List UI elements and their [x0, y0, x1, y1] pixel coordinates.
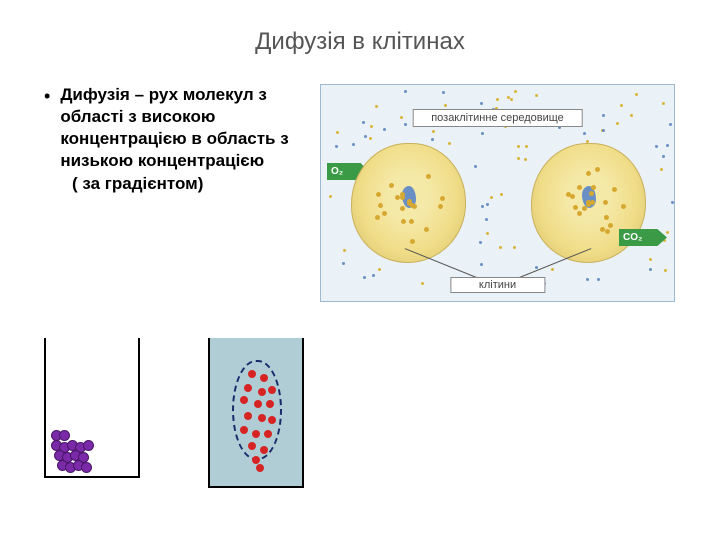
- co2-arrow-icon: CO₂: [619, 229, 667, 246]
- definition-block: • Дифузія – рух молекул з області з висо…: [0, 84, 320, 302]
- cell-left: [351, 143, 466, 263]
- beaker-diffusing: [208, 338, 304, 488]
- environment-label: позаклітинне середовище: [412, 109, 583, 127]
- beaker-row: [44, 338, 304, 488]
- cell-diagram-block: позаклітинне середовище O₂ CO₂ клітини: [320, 84, 700, 302]
- definition-text: Дифузія – рух молекул з області з високо…: [60, 84, 320, 172]
- page-title: Дифузія в клітинах: [0, 0, 720, 56]
- membrane-outline: [232, 360, 282, 460]
- bullet-icon: •: [44, 86, 50, 107]
- cell-diagram: позаклітинне середовище O₂ CO₂ клітини: [320, 84, 675, 302]
- definition-sub: ( за градієнтом): [72, 174, 320, 194]
- leader-line: [405, 248, 480, 279]
- content-row: • Дифузія – рух молекул з області з висо…: [0, 56, 720, 302]
- cells-label: клітини: [450, 277, 545, 293]
- beaker-clustered: [44, 338, 140, 478]
